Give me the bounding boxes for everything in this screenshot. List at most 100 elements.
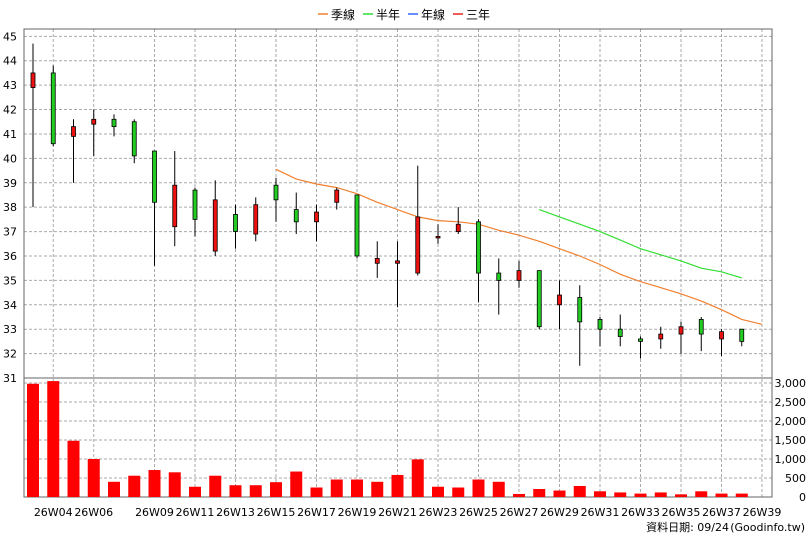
candle-body-25: [536, 270, 542, 328]
candle-body-19: [415, 216, 421, 274]
x-tick-label-10: 26W25: [459, 506, 498, 519]
volume-bar-6: [148, 470, 161, 497]
legend-label-3: 三年: [466, 8, 490, 22]
price-tick-label-8: 39: [3, 177, 17, 190]
candle-body-17: [374, 258, 380, 264]
volume-bar-0: [27, 383, 39, 497]
x-tick-label-9: 26W23: [419, 506, 458, 519]
legend: 季線 半年 年線 三年: [318, 7, 490, 22]
price-tick-label-10: 41: [3, 128, 17, 141]
x-tick-label-6: 26W17: [297, 506, 336, 519]
price-tick-label-4: 35: [3, 274, 17, 287]
volume-bar-27: [573, 485, 586, 497]
volume-bar-33: [695, 491, 708, 497]
volume-bar-10: [229, 485, 242, 497]
volume-tick-label-2: 1,000: [775, 453, 807, 466]
candle-body-2: [71, 126, 76, 137]
candle-body-13: [293, 209, 299, 223]
x-tick-label-7: 26W19: [338, 506, 377, 519]
x-tick-label-15: 26W35: [662, 506, 701, 519]
candle-body-16: [354, 194, 360, 257]
x-tick-label-0: 26W04: [34, 506, 73, 519]
x-tick-label-1: 26W06: [74, 506, 113, 519]
volume-bar-25: [533, 489, 546, 497]
x-tick-label-5: 26W15: [257, 506, 296, 519]
x-tick-label-3: 26W11: [176, 506, 215, 519]
x-tick-label-2: 26W09: [135, 506, 174, 519]
price-tick-label-1: 32: [3, 348, 17, 361]
candle-body-18: [395, 260, 400, 264]
ma-line-0: [275, 168, 763, 325]
volume-bar-5: [128, 475, 141, 497]
volume-bar-4: [108, 481, 120, 497]
candle-body-30: [638, 338, 643, 342]
candle-body-27: [577, 297, 583, 323]
candle-body-21: [455, 223, 461, 232]
candle-body-11: [253, 204, 259, 235]
volume-bar-7: [168, 472, 181, 497]
volume-bar-8: [189, 486, 201, 497]
price-grid: [23, 28, 773, 497]
volume-bar-21: [452, 487, 465, 497]
volume-bar-12: [270, 482, 282, 497]
volume-bar-19: [411, 459, 424, 497]
volume-axis: 0 500 1,000 1,500 2,000 2,500 3,000: [775, 377, 807, 504]
volume-bar-2: [67, 440, 80, 497]
price-tick-label-5: 36: [3, 250, 17, 263]
candle-body-9: [212, 199, 218, 252]
volume-tick-label-5: 2,500: [775, 396, 807, 409]
volume-bar-35: [735, 493, 748, 497]
candle-body-14: [314, 211, 319, 223]
x-tick-label-14: 26W33: [621, 506, 660, 519]
x-tick-label-8: 26W21: [378, 506, 417, 519]
volume-bar-26: [553, 490, 566, 497]
candle-body-29: [617, 328, 623, 337]
candle-body-32: [678, 326, 684, 335]
price-tick-label-14: 45: [3, 30, 17, 43]
legend-label-0: 季線: [331, 7, 355, 22]
candle-body-23: [496, 272, 502, 281]
candle-body-3: [91, 118, 97, 125]
price-tick-label-7: 38: [3, 201, 17, 214]
price-tick-label-3: 34: [3, 299, 17, 312]
candle-body-35: [739, 328, 745, 342]
volume-bar-31: [654, 492, 667, 497]
x-axis: 26W04 26W06 26W09 26W11 26W13 26W15 26W17 26W19…: [34, 506, 782, 519]
volume-bar-20: [432, 486, 444, 497]
candle-body-10: [233, 214, 238, 232]
volume-tick-label-6: 3,000: [775, 377, 807, 390]
candle-body-4: [111, 118, 117, 128]
candle-body-24: [516, 270, 522, 281]
price-tick-label-11: 42: [3, 104, 17, 117]
volume-bar-9: [209, 475, 222, 497]
volume-tick-label-3: 1,500: [775, 434, 807, 447]
volume-bar-28: [594, 491, 606, 497]
volume-bar-32: [675, 494, 687, 497]
ma-line-1: [539, 209, 742, 279]
price-tick-label-0: 31: [3, 372, 17, 385]
volume-bar-13: [290, 471, 303, 497]
volume-bar-1: [47, 381, 60, 497]
candlesticks: [30, 43, 745, 366]
x-tick-label-4: 26W13: [216, 506, 255, 519]
volume-bar-24: [513, 493, 525, 497]
candle-body-31: [658, 333, 664, 340]
price-tick-label-12: 43: [3, 79, 17, 92]
candle-body-5: [131, 121, 137, 157]
x-tick-label-13: 26W31: [581, 506, 620, 519]
volume-bar-14: [310, 487, 323, 497]
candle-body-20: [435, 236, 441, 239]
price-tick-label-9: 40: [3, 152, 17, 165]
candle-body-33: [698, 319, 704, 335]
volume-bar-22: [472, 479, 485, 497]
volume-bar-17: [371, 481, 384, 497]
candle-body-12: [273, 184, 279, 201]
candle-body-1: [50, 72, 56, 145]
volume-bar-29: [614, 492, 627, 497]
volume-bar-18: [391, 474, 404, 497]
volume-tick-label-4: 2,000: [775, 415, 807, 428]
footer-source: (Goodinfo.tw): [730, 521, 805, 534]
x-tick-label-12: 26W29: [540, 506, 579, 519]
